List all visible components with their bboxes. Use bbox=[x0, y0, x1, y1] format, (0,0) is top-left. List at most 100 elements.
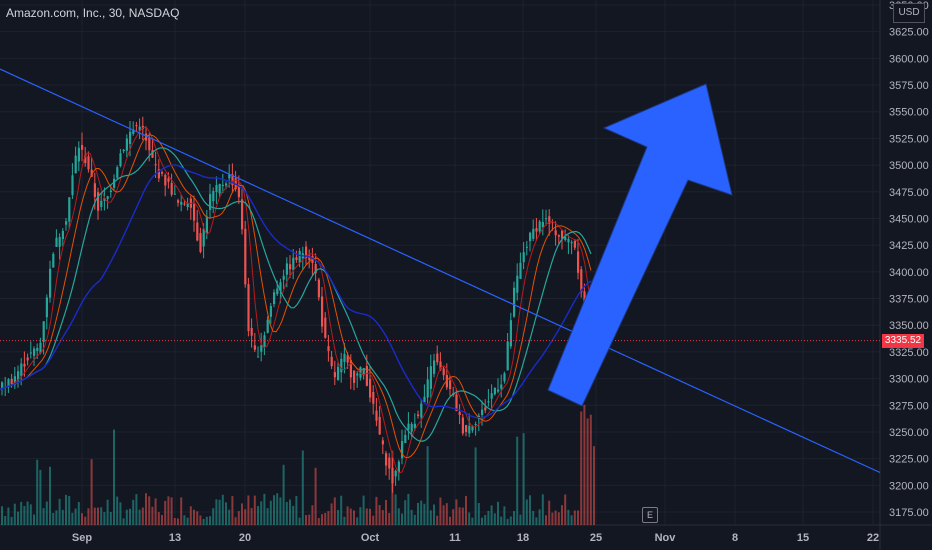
volume-bar bbox=[141, 507, 144, 525]
candle bbox=[522, 252, 525, 263]
volume-bar bbox=[545, 515, 547, 525]
volume-bar bbox=[247, 495, 250, 525]
candle bbox=[154, 164, 157, 166]
volume-bar bbox=[250, 508, 253, 525]
candle bbox=[449, 380, 452, 390]
candle bbox=[77, 147, 80, 162]
volume-bar bbox=[401, 513, 403, 525]
candle bbox=[84, 155, 87, 164]
candle bbox=[119, 153, 122, 167]
y-tick-label: 3525.00 bbox=[889, 133, 929, 145]
volume-bar bbox=[23, 506, 26, 525]
volume-bar bbox=[289, 499, 291, 525]
y-tick-label: 3625.00 bbox=[889, 27, 929, 39]
candle bbox=[103, 198, 106, 201]
candle bbox=[561, 230, 564, 239]
volume-bar bbox=[237, 511, 240, 525]
candle bbox=[481, 409, 484, 415]
volume-bar bbox=[39, 469, 42, 525]
volume-bar bbox=[49, 466, 51, 525]
volume-bar bbox=[445, 503, 448, 525]
volume-bar bbox=[81, 513, 83, 525]
candle bbox=[401, 441, 404, 459]
volume-bar bbox=[356, 517, 359, 525]
candle bbox=[132, 129, 135, 134]
volume-bar bbox=[522, 433, 525, 525]
x-tick-label: Nov bbox=[655, 532, 677, 544]
x-tick-label: 8 bbox=[732, 532, 738, 544]
candle bbox=[49, 268, 52, 298]
volume-bar bbox=[52, 512, 55, 525]
volume-bar bbox=[257, 506, 259, 525]
candle bbox=[461, 417, 464, 434]
volume-bar bbox=[74, 508, 77, 525]
candle bbox=[20, 363, 23, 377]
volume-bar bbox=[538, 509, 541, 525]
candle bbox=[263, 335, 266, 348]
candle bbox=[106, 196, 109, 199]
candle bbox=[548, 216, 551, 224]
candle bbox=[93, 183, 96, 197]
candle bbox=[129, 131, 132, 144]
candle bbox=[327, 346, 330, 352]
volume-bar bbox=[154, 498, 157, 525]
candle bbox=[420, 403, 423, 418]
volume-bar bbox=[465, 495, 467, 525]
x-tick-label: Sep bbox=[72, 532, 92, 544]
volume-bar bbox=[189, 506, 192, 525]
y-tick-label: 3400.00 bbox=[889, 267, 929, 279]
candle bbox=[388, 457, 391, 469]
y-tick-label: 3175.00 bbox=[889, 507, 929, 519]
candle bbox=[372, 392, 375, 404]
volume-bar bbox=[20, 501, 23, 525]
candle bbox=[170, 183, 173, 195]
candle bbox=[500, 384, 503, 389]
y-tick-label: 3275.00 bbox=[889, 400, 929, 412]
volume-bar bbox=[65, 494, 67, 525]
candle bbox=[244, 228, 247, 285]
candle bbox=[455, 394, 458, 412]
volume-bar bbox=[199, 515, 202, 525]
volume-bar bbox=[343, 516, 346, 525]
candle bbox=[10, 378, 13, 385]
volume-bar bbox=[58, 498, 61, 525]
candle bbox=[90, 169, 93, 177]
volume-bar bbox=[26, 501, 29, 525]
volume-bar bbox=[580, 411, 583, 525]
volume-bar bbox=[1, 506, 3, 525]
volume-bar bbox=[231, 496, 234, 525]
volume-bar bbox=[279, 497, 282, 525]
volume-bar bbox=[372, 515, 375, 525]
candle bbox=[573, 240, 576, 248]
volume-bar bbox=[221, 494, 224, 525]
candle bbox=[250, 327, 253, 336]
volume-bar bbox=[61, 509, 64, 525]
volume-bar bbox=[458, 507, 461, 525]
candle bbox=[308, 255, 311, 261]
volume-bar bbox=[266, 508, 269, 525]
volume-bar bbox=[541, 494, 544, 525]
candle bbox=[397, 461, 400, 474]
candle bbox=[33, 348, 36, 356]
volume-bar bbox=[513, 511, 515, 525]
candle bbox=[381, 440, 384, 445]
volume-bar bbox=[193, 509, 195, 525]
volume-bar bbox=[333, 497, 336, 525]
volume-bar bbox=[365, 508, 368, 525]
volume-bar bbox=[308, 514, 311, 525]
volume-bar bbox=[202, 518, 205, 525]
volume-bar bbox=[490, 505, 493, 525]
events-icon[interactable]: E bbox=[642, 507, 658, 523]
volume-bar bbox=[177, 518, 179, 525]
y-tick-label: 3250.00 bbox=[889, 427, 929, 439]
volume-bar bbox=[468, 512, 471, 525]
volume-bar bbox=[135, 494, 138, 525]
currency-label[interactable]: USD bbox=[893, 3, 925, 23]
volume-bar bbox=[106, 499, 109, 525]
y-tick-label: 3300.00 bbox=[889, 374, 929, 386]
candle bbox=[465, 425, 468, 432]
volume-bar bbox=[554, 510, 557, 525]
candle bbox=[516, 275, 519, 293]
candle bbox=[87, 156, 90, 170]
